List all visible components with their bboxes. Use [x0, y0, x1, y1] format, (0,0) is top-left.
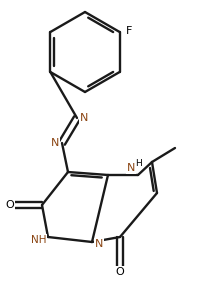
- Text: H: H: [135, 159, 141, 167]
- Text: N: N: [127, 163, 135, 173]
- Text: N: N: [80, 113, 88, 123]
- Text: N: N: [95, 239, 103, 249]
- Text: O: O: [116, 267, 124, 277]
- Text: O: O: [6, 200, 14, 210]
- Text: NH: NH: [31, 235, 47, 245]
- Text: N: N: [51, 138, 59, 148]
- Text: F: F: [125, 26, 132, 36]
